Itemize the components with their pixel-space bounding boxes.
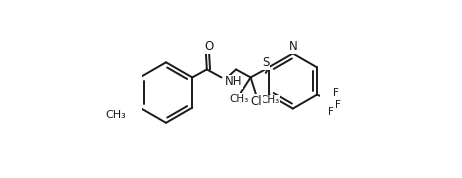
Text: F: F [333, 88, 339, 98]
Text: CH₃: CH₃ [261, 95, 280, 105]
Text: N: N [289, 40, 298, 53]
Text: F: F [335, 100, 340, 111]
Text: S: S [262, 56, 269, 69]
Text: F: F [328, 107, 334, 117]
Text: O: O [205, 40, 214, 54]
Text: NH: NH [225, 75, 242, 88]
Text: CH₃: CH₃ [230, 94, 249, 104]
Text: CH₃: CH₃ [106, 110, 127, 120]
Text: Cl: Cl [250, 95, 262, 108]
